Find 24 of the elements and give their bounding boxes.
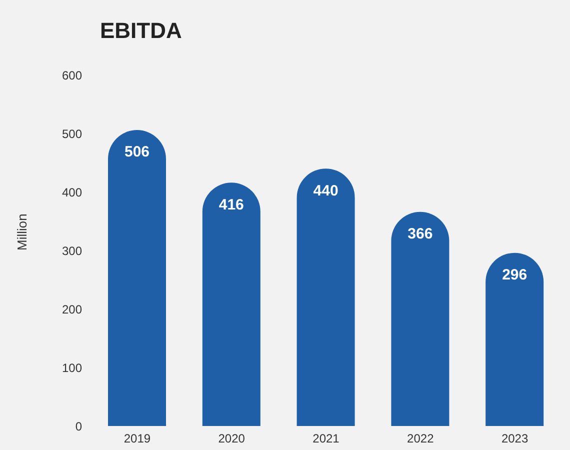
x-tick-label: 2023 (501, 432, 528, 446)
bar (391, 212, 450, 426)
data-label: 440 (313, 182, 338, 200)
bar (486, 252, 544, 426)
bar (202, 182, 260, 426)
bar (296, 168, 355, 426)
y-tick-label: 300 (62, 244, 82, 258)
y-tick-label: 600 (62, 68, 82, 82)
bar (108, 130, 166, 426)
y-tick-label: 200 (62, 302, 82, 316)
x-tick-label: 2020 (218, 432, 246, 446)
y-axis-title: Million (14, 214, 30, 250)
data-label: 416 (218, 196, 244, 214)
y-tick-label: 0 (75, 419, 82, 434)
chart-title: EBITDA (100, 18, 182, 44)
data-label: 366 (408, 226, 433, 243)
y-tick-label: 500 (62, 126, 82, 141)
y-tick-label: 100 (62, 360, 82, 375)
data-label: 296 (502, 266, 528, 284)
x-tick-label: 2021 (312, 432, 340, 446)
data-label: 506 (124, 144, 150, 161)
x-tick-label: 2022 (407, 432, 434, 446)
y-tick-label: 400 (62, 185, 82, 200)
x-tick-label: 2019 (124, 432, 151, 446)
